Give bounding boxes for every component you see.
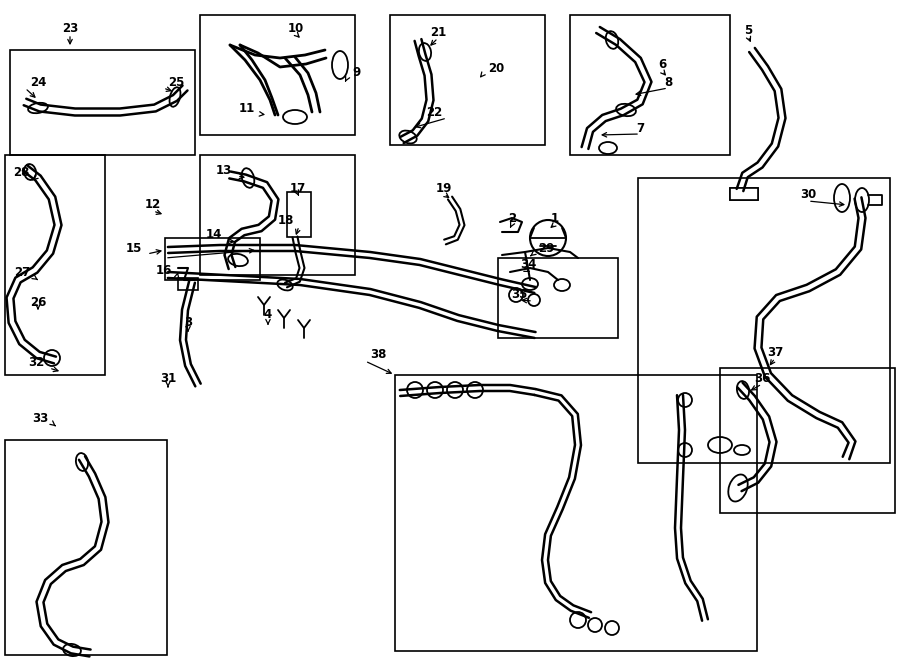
- Text: 2: 2: [508, 212, 516, 225]
- Bar: [730, 188, 758, 200]
- Text: 36: 36: [754, 371, 770, 385]
- Bar: [570, 15, 730, 155]
- Text: 28: 28: [14, 165, 30, 178]
- Text: 6: 6: [658, 59, 666, 71]
- Text: 20: 20: [488, 61, 504, 75]
- Text: 17: 17: [290, 182, 306, 194]
- Text: 26: 26: [30, 295, 46, 309]
- Bar: [5, 155, 105, 375]
- Text: 12: 12: [145, 198, 161, 212]
- Bar: [287, 192, 311, 237]
- Text: 8: 8: [664, 75, 672, 89]
- Bar: [5, 440, 167, 655]
- Text: 16: 16: [156, 264, 172, 276]
- Text: 14: 14: [205, 229, 222, 241]
- Bar: [730, 188, 758, 200]
- Bar: [720, 368, 895, 513]
- Text: 13: 13: [216, 163, 232, 176]
- Bar: [178, 278, 198, 290]
- Text: 4: 4: [264, 309, 272, 321]
- Text: 5: 5: [744, 24, 752, 36]
- Text: 35: 35: [511, 288, 528, 301]
- Text: 18: 18: [277, 214, 294, 227]
- Text: 38: 38: [370, 348, 386, 362]
- Text: 19: 19: [436, 182, 452, 194]
- Text: 31: 31: [160, 371, 176, 385]
- Text: 33: 33: [32, 412, 48, 424]
- Text: 27: 27: [14, 266, 30, 278]
- Text: 29: 29: [538, 241, 554, 254]
- Bar: [200, 155, 355, 275]
- Text: 7: 7: [636, 122, 644, 134]
- Text: 3: 3: [184, 315, 192, 329]
- Bar: [395, 375, 757, 651]
- Bar: [200, 15, 355, 135]
- Text: 34: 34: [520, 258, 536, 272]
- Bar: [390, 15, 545, 145]
- Text: 21: 21: [430, 26, 446, 38]
- Text: 10: 10: [288, 22, 304, 34]
- Bar: [498, 258, 618, 338]
- Text: 24: 24: [30, 75, 47, 89]
- Bar: [165, 238, 260, 280]
- Text: 15: 15: [126, 241, 142, 254]
- Text: 9: 9: [352, 65, 360, 79]
- Text: 25: 25: [168, 75, 184, 89]
- Text: 1: 1: [551, 212, 559, 225]
- Bar: [10, 50, 195, 155]
- Bar: [638, 178, 890, 463]
- Text: 32: 32: [28, 356, 44, 368]
- Text: 11: 11: [238, 102, 255, 114]
- Text: 23: 23: [62, 22, 78, 34]
- Text: 22: 22: [426, 106, 442, 118]
- Text: 30: 30: [800, 188, 816, 202]
- Text: 37: 37: [767, 346, 783, 358]
